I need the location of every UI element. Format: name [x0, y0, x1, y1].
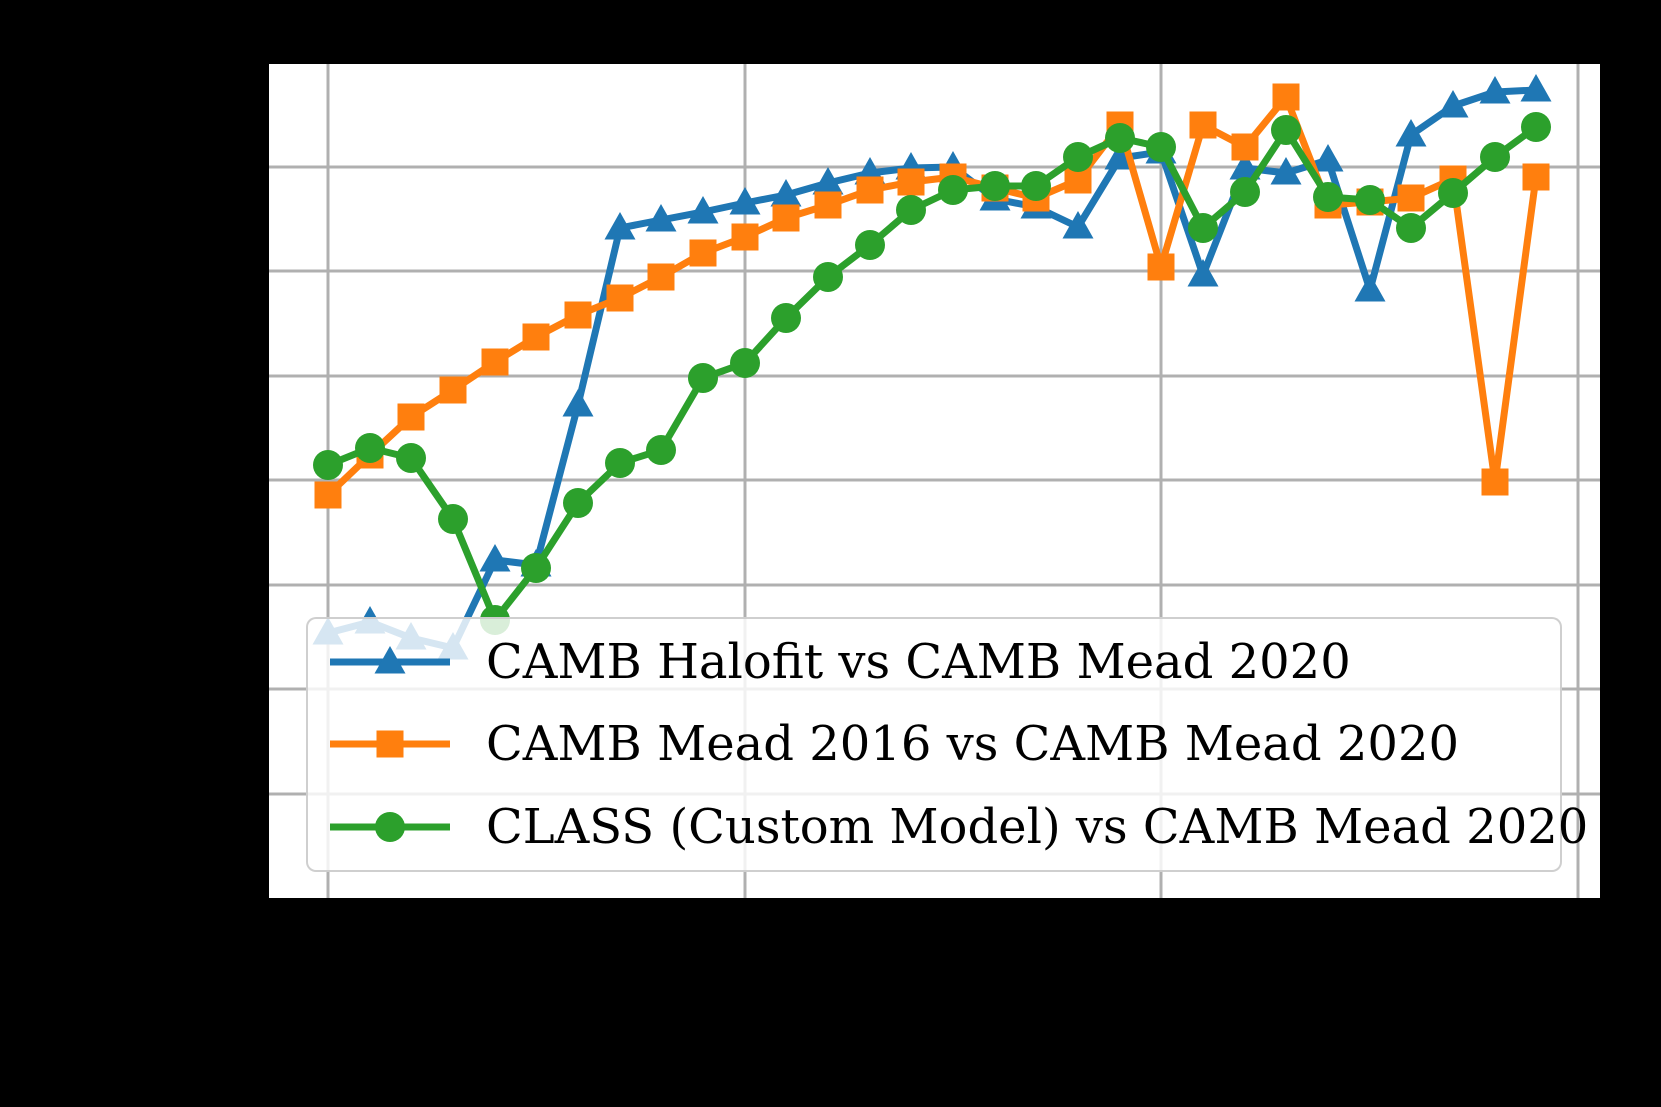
data-point-circle	[563, 488, 593, 518]
data-point-circle	[813, 262, 843, 292]
data-point-triangle	[1270, 157, 1302, 185]
data-point-square	[1189, 111, 1217, 139]
data-point-triangle	[479, 544, 511, 572]
data-point-circle	[1146, 132, 1176, 162]
data-point-circle	[730, 348, 760, 378]
data-point-triangle	[1395, 119, 1427, 147]
data-point-triangle	[687, 196, 719, 224]
data-point-circle	[980, 171, 1010, 201]
legend: CAMB Halofit vs CAMB Mead 2020 CAMB Mead…	[306, 617, 1588, 872]
data-point-square	[897, 168, 925, 196]
data-point-circle	[1438, 178, 1468, 208]
data-point-triangle	[729, 187, 761, 215]
data-point-circle	[605, 448, 635, 478]
data-point-circle	[1105, 123, 1135, 153]
data-point-circle	[1271, 115, 1301, 145]
legend-label-camb-halofit: CAMB Halofit vs CAMB Mead 2020	[486, 634, 1351, 691]
data-point-triangle	[812, 167, 844, 195]
data-point-circle	[1063, 142, 1093, 172]
data-point-circle	[396, 443, 426, 473]
data-point-triangle	[374, 646, 406, 674]
data-point-square	[1522, 163, 1550, 191]
data-point-circle	[375, 811, 405, 842]
data-point-triangle	[1437, 90, 1469, 118]
data-point-square	[647, 263, 675, 291]
data-point-square	[606, 284, 634, 312]
data-point-triangle	[604, 212, 636, 240]
legend-label-camb-mead-2016: CAMB Mead 2016 vs CAMB Mead 2020	[486, 716, 1460, 773]
data-point-circle	[855, 230, 885, 260]
legend-row-camb-halofit: CAMB Halofit vs CAMB Mead 2020	[318, 622, 1550, 703]
data-point-triangle	[1479, 76, 1511, 104]
data-point-circle	[1313, 182, 1343, 212]
data-point-circle	[1230, 177, 1260, 207]
data-point-circle	[1396, 213, 1426, 243]
data-point-square	[814, 191, 842, 219]
data-point-triangle	[562, 389, 594, 417]
data-point-circle	[1021, 171, 1051, 201]
data-point-square	[856, 176, 884, 204]
legend-handle-square-icon	[330, 730, 450, 758]
data-point-circle	[771, 303, 801, 333]
legend-row-class-custom: CLASS (Custom Model) vs CAMB Mead 2020	[318, 786, 1588, 867]
data-point-square	[314, 481, 342, 509]
legend-handle-triangle-icon	[330, 646, 450, 674]
data-point-square	[1231, 133, 1259, 161]
data-point-square	[397, 403, 425, 431]
data-point-circle	[896, 195, 926, 225]
data-point-circle	[646, 435, 676, 465]
data-point-triangle	[1354, 274, 1386, 302]
legend-label-class-custom: CLASS (Custom Model) vs CAMB Mead 2020	[486, 798, 1589, 855]
data-point-triangle	[770, 179, 802, 207]
legend-row-camb-mead-2016: CAMB Mead 2016 vs CAMB Mead 2020	[318, 704, 1550, 785]
data-point-triangle	[1520, 74, 1552, 102]
data-point-circle	[688, 363, 718, 393]
data-point-square	[731, 223, 759, 251]
data-point-triangle	[1062, 211, 1094, 239]
data-point-square	[1147, 253, 1175, 281]
data-point-square	[522, 323, 550, 351]
data-point-triangle	[1187, 259, 1219, 287]
data-point-circle	[313, 450, 343, 480]
data-point-square	[1481, 468, 1509, 496]
data-point-square	[564, 301, 592, 329]
data-point-triangle	[645, 204, 677, 232]
data-point-triangle	[1229, 152, 1261, 180]
data-point-square	[772, 204, 800, 232]
data-point-square	[689, 239, 717, 267]
legend-handle-circle-icon	[330, 811, 450, 842]
data-point-circle	[1521, 112, 1551, 142]
data-point-square	[439, 376, 467, 404]
data-point-circle	[938, 175, 968, 205]
data-point-square	[1272, 83, 1300, 111]
data-point-circle	[438, 504, 468, 534]
data-point-circle	[1480, 142, 1510, 172]
data-point-circle	[1355, 185, 1385, 215]
data-point-square	[481, 348, 509, 376]
data-point-circle	[355, 433, 385, 463]
data-point-square	[376, 730, 404, 758]
data-point-triangle	[1312, 144, 1344, 172]
data-point-circle	[521, 553, 551, 583]
series-class-custom	[313, 112, 1551, 635]
data-point-square	[1397, 184, 1425, 212]
data-point-circle	[1188, 213, 1218, 243]
